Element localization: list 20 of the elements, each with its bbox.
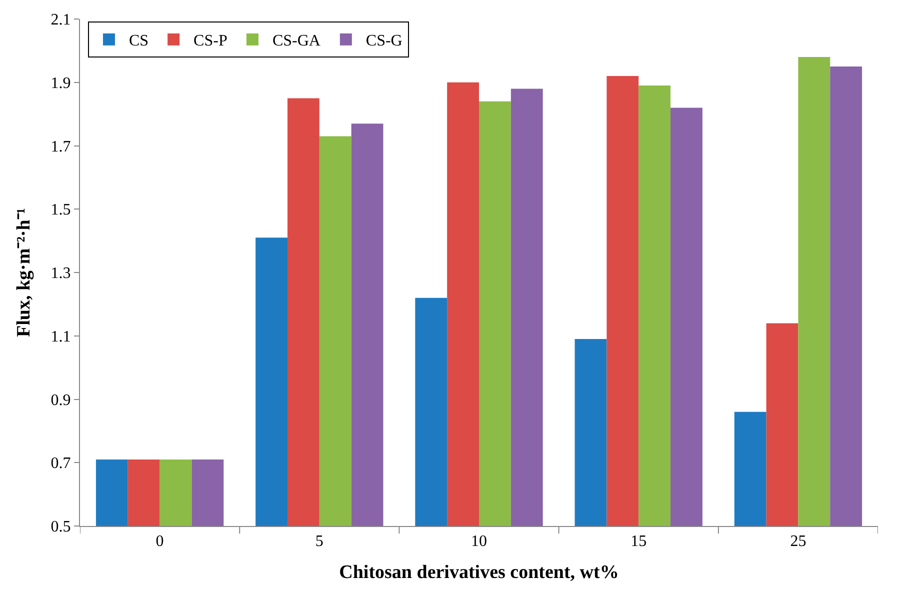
y-tick-label: 0.7 [50, 455, 71, 472]
x-tick-label: 25 [790, 533, 806, 550]
y-tick-label: 2.1 [50, 12, 71, 29]
legend-label: CS-P [194, 32, 228, 50]
y-axis-title: Flux, kg·m⁻²·h⁻¹ [14, 208, 35, 337]
legend-label: CS-GA [272, 32, 321, 50]
y-tick-label: 0.9 [50, 392, 71, 409]
x-tick-label: 0 [156, 533, 164, 550]
y-tick-label: 1.3 [50, 265, 71, 282]
x-tick-label: 5 [315, 533, 324, 550]
legend-label: CS [128, 32, 149, 50]
x-tick-label: 15 [630, 533, 647, 550]
y-tick-label: 1.1 [50, 328, 71, 346]
x-axis-title: Chitosan derivatives content, wt% [339, 562, 619, 583]
y-tick-label: 0.5 [50, 518, 71, 536]
y-tick-label: 1.9 [50, 74, 71, 92]
y-tick-label: 1.7 [50, 138, 71, 156]
x-tick-label: 10 [471, 533, 487, 550]
y-tick-label: 1.5 [50, 202, 71, 219]
legend-label: CS-G [366, 32, 403, 50]
